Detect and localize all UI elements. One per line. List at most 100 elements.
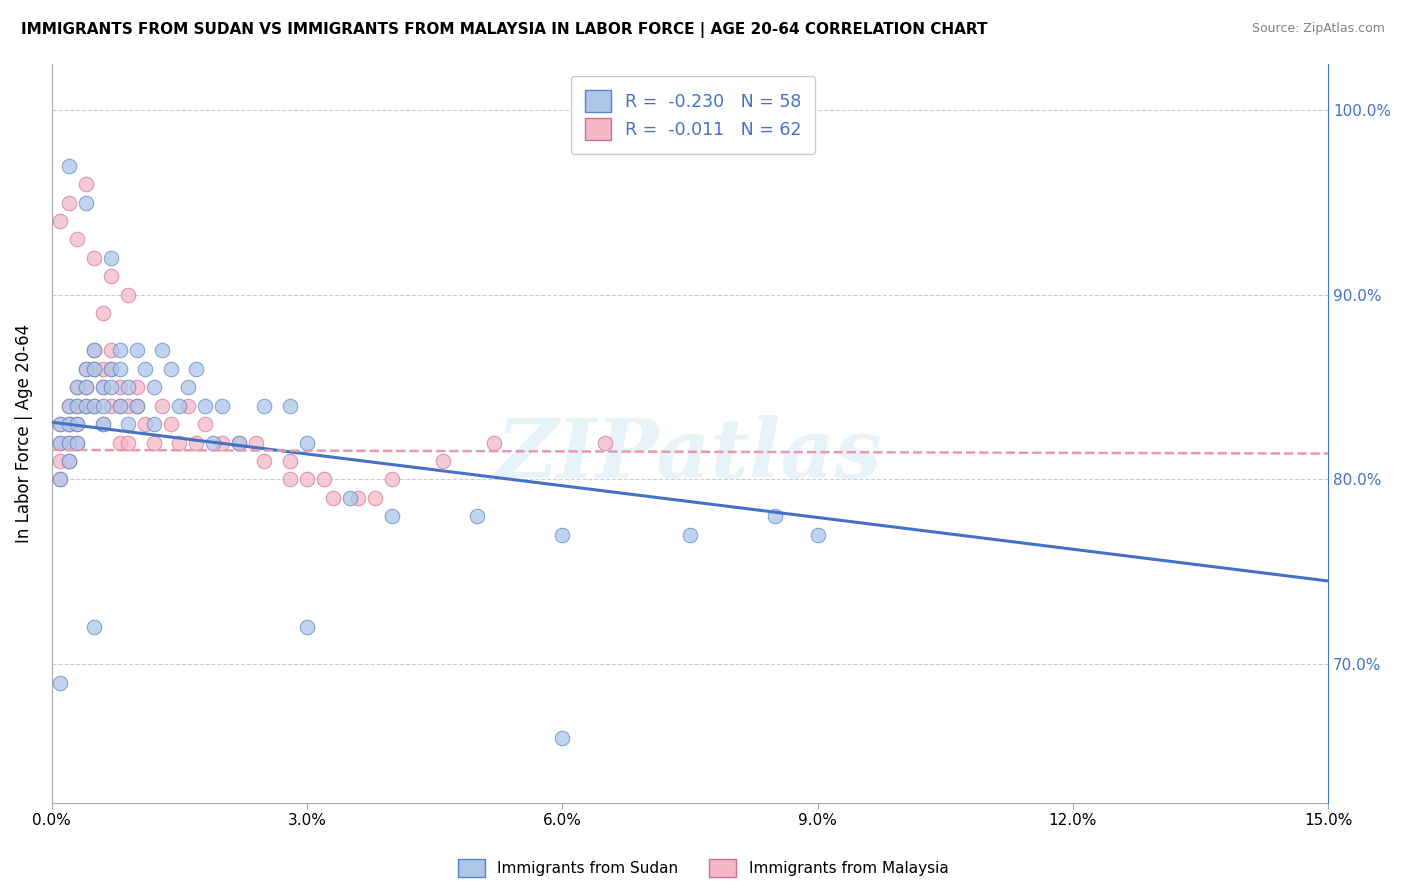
Point: [125, 343, 148, 358]
Point: [347, 491, 370, 505]
Point: [322, 491, 344, 505]
Point: [381, 472, 404, 486]
Point: [58, 417, 80, 431]
Point: [49, 435, 72, 450]
Point: [100, 343, 122, 358]
Point: [432, 454, 454, 468]
Point: [49, 454, 72, 468]
Point: [125, 399, 148, 413]
Point: [108, 361, 131, 376]
Point: [83, 620, 105, 634]
Point: [49, 472, 72, 486]
Point: [339, 491, 361, 505]
Point: [58, 435, 80, 450]
Point: [66, 417, 89, 431]
Legend: Immigrants from Sudan, Immigrants from Malaysia: Immigrants from Sudan, Immigrants from M…: [450, 851, 956, 885]
Point: [117, 380, 139, 394]
Point: [91, 306, 114, 320]
Point: [108, 399, 131, 413]
Point: [75, 380, 97, 394]
Point: [91, 380, 114, 394]
Point: [228, 435, 250, 450]
Point: [75, 380, 97, 394]
Point: [186, 435, 208, 450]
Point: [66, 380, 89, 394]
Point: [295, 435, 318, 450]
Point: [75, 195, 97, 210]
Point: [83, 361, 105, 376]
Point: [49, 472, 72, 486]
Point: [49, 214, 72, 228]
Point: [194, 399, 217, 413]
Point: [108, 343, 131, 358]
Point: [253, 454, 276, 468]
Point: [100, 361, 122, 376]
Point: [58, 417, 80, 431]
Point: [66, 417, 89, 431]
Point: [295, 472, 318, 486]
Point: [49, 435, 72, 450]
Point: [245, 435, 267, 450]
Point: [117, 417, 139, 431]
Point: [83, 251, 105, 265]
Point: [150, 399, 173, 413]
Point: [551, 528, 574, 542]
Point: [278, 472, 301, 486]
Point: [465, 509, 488, 524]
Point: [142, 417, 165, 431]
Point: [295, 620, 318, 634]
Point: [134, 417, 156, 431]
Point: [160, 417, 183, 431]
Point: [100, 251, 122, 265]
Point: [253, 399, 276, 413]
Point: [125, 399, 148, 413]
Point: [142, 380, 165, 394]
Point: [58, 399, 80, 413]
Point: [177, 399, 200, 413]
Point: [117, 399, 139, 413]
Point: [49, 417, 72, 431]
Point: [91, 380, 114, 394]
Point: [186, 361, 208, 376]
Point: [125, 380, 148, 394]
Point: [91, 417, 114, 431]
Point: [806, 528, 828, 542]
Point: [91, 417, 114, 431]
Point: [75, 177, 97, 191]
Point: [83, 343, 105, 358]
Point: [117, 288, 139, 302]
Point: [142, 435, 165, 450]
Point: [169, 399, 191, 413]
Point: [91, 361, 114, 376]
Point: [169, 435, 191, 450]
Y-axis label: In Labor Force | Age 20-64: In Labor Force | Age 20-64: [15, 324, 32, 543]
Point: [75, 399, 97, 413]
Point: [83, 361, 105, 376]
Point: [228, 435, 250, 450]
Point: [58, 399, 80, 413]
Point: [211, 435, 233, 450]
Point: [75, 399, 97, 413]
Point: [66, 380, 89, 394]
Point: [83, 399, 105, 413]
Point: [177, 380, 200, 394]
Point: [312, 472, 335, 486]
Point: [679, 528, 702, 542]
Point: [83, 399, 105, 413]
Point: [58, 195, 80, 210]
Point: [381, 509, 404, 524]
Point: [66, 435, 89, 450]
Point: [49, 675, 72, 690]
Point: [160, 361, 183, 376]
Point: [100, 380, 122, 394]
Text: ZIPatlas: ZIPatlas: [498, 416, 883, 495]
Point: [202, 435, 225, 450]
Point: [551, 731, 574, 745]
Point: [100, 399, 122, 413]
Point: [66, 232, 89, 246]
Point: [66, 399, 89, 413]
Point: [278, 454, 301, 468]
Point: [58, 454, 80, 468]
Point: [150, 343, 173, 358]
Legend: R =  -0.230   N = 58, R =  -0.011   N = 62: R = -0.230 N = 58, R = -0.011 N = 62: [571, 77, 815, 153]
